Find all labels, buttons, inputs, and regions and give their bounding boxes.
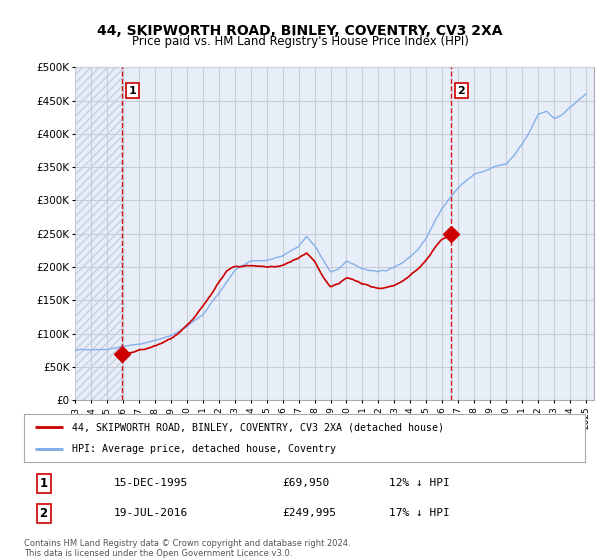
Bar: [75, 67, 122, 400]
Text: 44, SKIPWORTH ROAD, BINLEY, COVENTRY, CV3 2XA (detached house): 44, SKIPWORTH ROAD, BINLEY, COVENTRY, CV…: [71, 422, 443, 432]
Text: HPI: Average price, detached house, Coventry: HPI: Average price, detached house, Cove…: [71, 444, 335, 454]
Text: 15-DEC-1995: 15-DEC-1995: [114, 478, 188, 488]
Text: 1: 1: [40, 477, 47, 490]
Text: £249,995: £249,995: [282, 508, 336, 519]
Text: Price paid vs. HM Land Registry's House Price Index (HPI): Price paid vs. HM Land Registry's House …: [131, 35, 469, 48]
Text: 19-JUL-2016: 19-JUL-2016: [114, 508, 188, 519]
Text: Contains HM Land Registry data © Crown copyright and database right 2024.
This d: Contains HM Land Registry data © Crown c…: [24, 539, 350, 558]
Text: 2: 2: [457, 86, 465, 96]
Text: 2: 2: [40, 507, 47, 520]
Text: 17% ↓ HPI: 17% ↓ HPI: [389, 508, 449, 519]
Text: 1: 1: [128, 86, 136, 96]
Text: 44, SKIPWORTH ROAD, BINLEY, COVENTRY, CV3 2XA: 44, SKIPWORTH ROAD, BINLEY, COVENTRY, CV…: [97, 24, 503, 38]
Text: £69,950: £69,950: [282, 478, 329, 488]
Text: 12% ↓ HPI: 12% ↓ HPI: [389, 478, 449, 488]
